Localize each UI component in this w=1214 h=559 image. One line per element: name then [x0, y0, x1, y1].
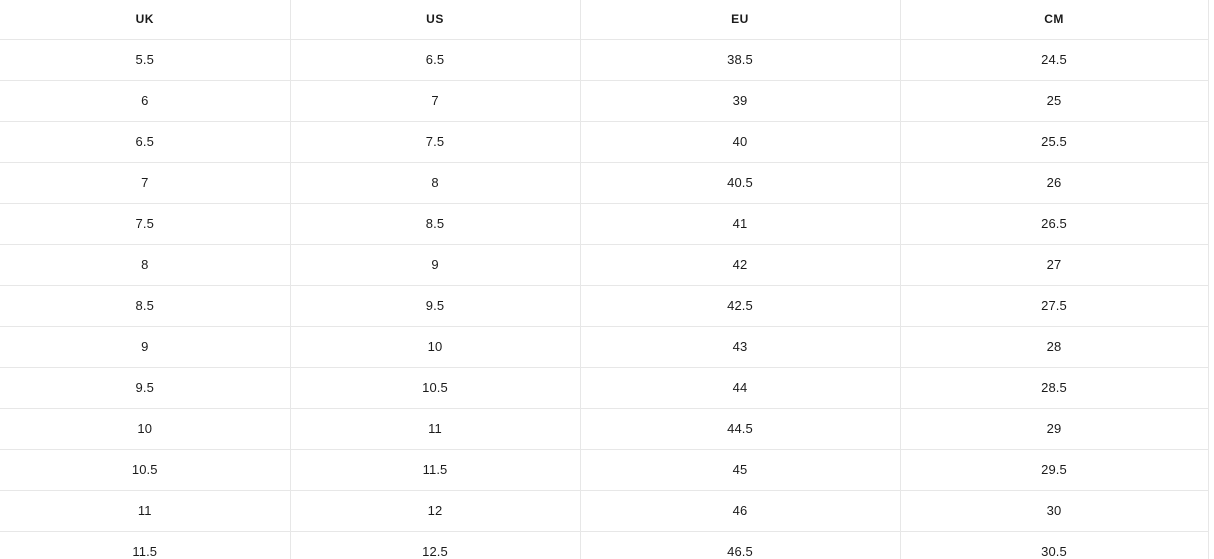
cell-eu: 46 — [580, 490, 901, 532]
column-header-cm: CM — [900, 0, 1209, 40]
cell-uk: 5.5 — [0, 39, 291, 81]
cell-uk: 10 — [0, 408, 291, 450]
cell-eu: 44.5 — [580, 408, 901, 450]
cell-us: 12.5 — [290, 531, 581, 559]
cell-us: 11.5 — [290, 449, 581, 491]
cell-uk: 8 — [0, 244, 291, 286]
cell-eu: 42 — [580, 244, 901, 286]
cell-cm: 26 — [900, 162, 1209, 204]
table-row: 11 12 46 30 — [0, 490, 1209, 532]
table-row: 6 7 39 25 — [0, 80, 1209, 122]
cell-uk: 9 — [0, 326, 291, 368]
cell-eu: 45 — [580, 449, 901, 491]
table-row: 11.5 12.5 46.5 30.5 — [0, 531, 1209, 559]
cell-uk: 9.5 — [0, 367, 291, 409]
cell-cm: 30 — [900, 490, 1209, 532]
table-row: 10 11 44.5 29 — [0, 408, 1209, 450]
cell-cm: 29.5 — [900, 449, 1209, 491]
cell-us: 10 — [290, 326, 581, 368]
cell-cm: 29 — [900, 408, 1209, 450]
table-row: 7.5 8.5 41 26.5 — [0, 203, 1209, 245]
cell-uk: 11.5 — [0, 531, 291, 559]
cell-eu: 40 — [580, 121, 901, 163]
cell-cm: 25.5 — [900, 121, 1209, 163]
cell-cm: 26.5 — [900, 203, 1209, 245]
cell-us: 10.5 — [290, 367, 581, 409]
cell-eu: 41 — [580, 203, 901, 245]
cell-eu: 46.5 — [580, 531, 901, 559]
cell-eu: 43 — [580, 326, 901, 368]
cell-us: 12 — [290, 490, 581, 532]
table-row: 6.5 7.5 40 25.5 — [0, 121, 1209, 163]
cell-eu: 39 — [580, 80, 901, 122]
cell-cm: 25 — [900, 80, 1209, 122]
table-row: 8 9 42 27 — [0, 244, 1209, 286]
table-row: 9.5 10.5 44 28.5 — [0, 367, 1209, 409]
cell-uk: 6 — [0, 80, 291, 122]
table-row: 5.5 6.5 38.5 24.5 — [0, 39, 1209, 81]
table-header: UK US EU CM — [0, 0, 1209, 40]
table-row: 9 10 43 28 — [0, 326, 1209, 368]
cell-uk: 7.5 — [0, 203, 291, 245]
cell-cm: 28.5 — [900, 367, 1209, 409]
table-row: 7 8 40.5 26 — [0, 162, 1209, 204]
cell-us: 9.5 — [290, 285, 581, 327]
cell-eu: 44 — [580, 367, 901, 409]
cell-cm: 27 — [900, 244, 1209, 286]
cell-eu: 40.5 — [580, 162, 901, 204]
column-header-uk: UK — [0, 0, 291, 40]
cell-uk: 10.5 — [0, 449, 291, 491]
table-row: 10.5 11.5 45 29.5 — [0, 449, 1209, 491]
cell-us: 7.5 — [290, 121, 581, 163]
cell-us: 6.5 — [290, 39, 581, 81]
cell-us: 8 — [290, 162, 581, 204]
cell-eu: 42.5 — [580, 285, 901, 327]
cell-uk: 6.5 — [0, 121, 291, 163]
cell-eu: 38.5 — [580, 39, 901, 81]
cell-uk: 7 — [0, 162, 291, 204]
cell-cm: 30.5 — [900, 531, 1209, 559]
cell-us: 9 — [290, 244, 581, 286]
cell-cm: 24.5 — [900, 39, 1209, 81]
table-row: 8.5 9.5 42.5 27.5 — [0, 285, 1209, 327]
cell-cm: 28 — [900, 326, 1209, 368]
cell-uk: 11 — [0, 490, 291, 532]
table-header-row: UK US EU CM — [0, 0, 1209, 40]
cell-uk: 8.5 — [0, 285, 291, 327]
table-body: 5.5 6.5 38.5 24.5 6 7 39 25 6.5 7.5 40 2… — [0, 39, 1209, 559]
cell-us: 8.5 — [290, 203, 581, 245]
cell-cm: 27.5 — [900, 285, 1209, 327]
cell-us: 11 — [290, 408, 581, 450]
column-header-eu: EU — [580, 0, 901, 40]
cell-us: 7 — [290, 80, 581, 122]
column-header-us: US — [290, 0, 581, 40]
